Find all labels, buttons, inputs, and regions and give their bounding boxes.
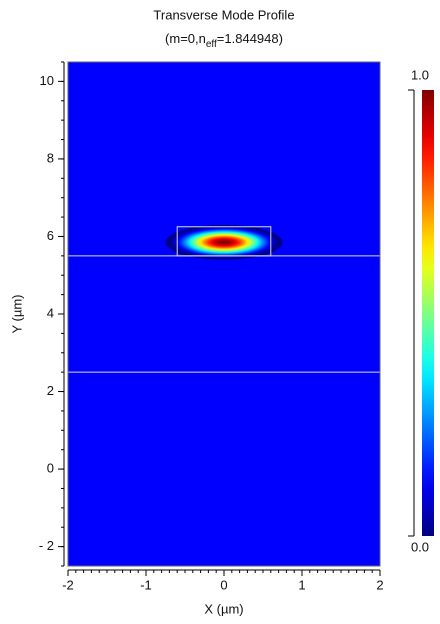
y-tick-label: 4 bbox=[47, 305, 54, 320]
x-tick-label: -1 bbox=[140, 577, 152, 592]
core-outline bbox=[176, 226, 272, 257]
subtitle-part: =1.844948) bbox=[217, 31, 283, 46]
y-tick-label: 10 bbox=[40, 73, 54, 88]
x-tick-label: -2 bbox=[62, 577, 74, 592]
x-tick-label: 0 bbox=[220, 577, 227, 592]
y-axis-label: Y (µm) bbox=[9, 294, 24, 333]
subtitle-part: (m=0,n bbox=[165, 31, 206, 46]
x-axis-label: X (µm) bbox=[204, 601, 243, 616]
chart-title: Transverse Mode Profile bbox=[153, 7, 294, 22]
y-tick-label: 6 bbox=[47, 228, 54, 243]
overlay: -2 -1 0 1 2 - 2 0 2 4 6 8 10 0.0 1.0 bbox=[39, 61, 434, 592]
x-tick-label: 2 bbox=[376, 577, 383, 592]
colorbar bbox=[422, 90, 434, 536]
y-tick-label: 2 bbox=[47, 383, 54, 398]
mode-field bbox=[165, 224, 283, 260]
y-tick-label: 0 bbox=[47, 461, 54, 476]
plot-area bbox=[68, 62, 380, 566]
plot-frame bbox=[67, 61, 381, 567]
y-tick-label: - 2 bbox=[39, 538, 54, 553]
subtitle-subscript: eff bbox=[206, 39, 217, 50]
y-tick-label: 8 bbox=[47, 150, 54, 165]
x-tick-label: 1 bbox=[298, 577, 305, 592]
chart-subtitle: (m=0,neff=1.844948) bbox=[165, 31, 283, 49]
colorbar-tick-label: 1.0 bbox=[411, 67, 429, 82]
colorbar-tick-label: 0.0 bbox=[411, 539, 429, 554]
plot-background bbox=[68, 62, 380, 566]
